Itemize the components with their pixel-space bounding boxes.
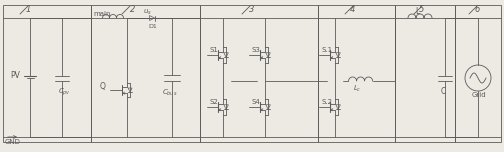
Text: 3: 3 [249,5,255,14]
Text: 5: 5 [419,5,425,14]
Text: C: C [441,87,446,96]
Text: Q: Q [100,81,106,90]
Bar [318,5,395,142]
Text: S.2: S.2 [322,100,333,105]
Text: 6: 6 [474,5,480,14]
Text: S4: S4 [252,100,261,105]
Bar [395,5,455,142]
Text: D1: D1 [148,24,157,29]
Text: main: main [93,11,110,17]
Text: $u_s$: $u_s$ [143,8,152,17]
Text: S3: S3 [252,47,261,54]
Text: 1: 1 [25,5,31,14]
Text: S1: S1 [210,47,219,54]
Text: $L_c$: $L_c$ [353,84,361,94]
Text: 2: 2 [131,5,136,14]
Text: L: L [415,7,419,16]
Text: $C_{bus}$: $C_{bus}$ [162,88,177,98]
Text: $C_{pv}$: $C_{pv}$ [58,87,71,98]
Text: PV: PV [10,71,20,81]
Bar [455,5,501,142]
Text: 4: 4 [350,5,356,14]
Text: GND: GND [5,139,21,145]
Text: S.1: S.1 [322,47,333,54]
Text: S2: S2 [210,100,219,105]
Text: Grid: Grid [472,92,486,98]
Bar [200,5,318,142]
Bar [91,5,200,142]
Bar [3,5,91,142]
